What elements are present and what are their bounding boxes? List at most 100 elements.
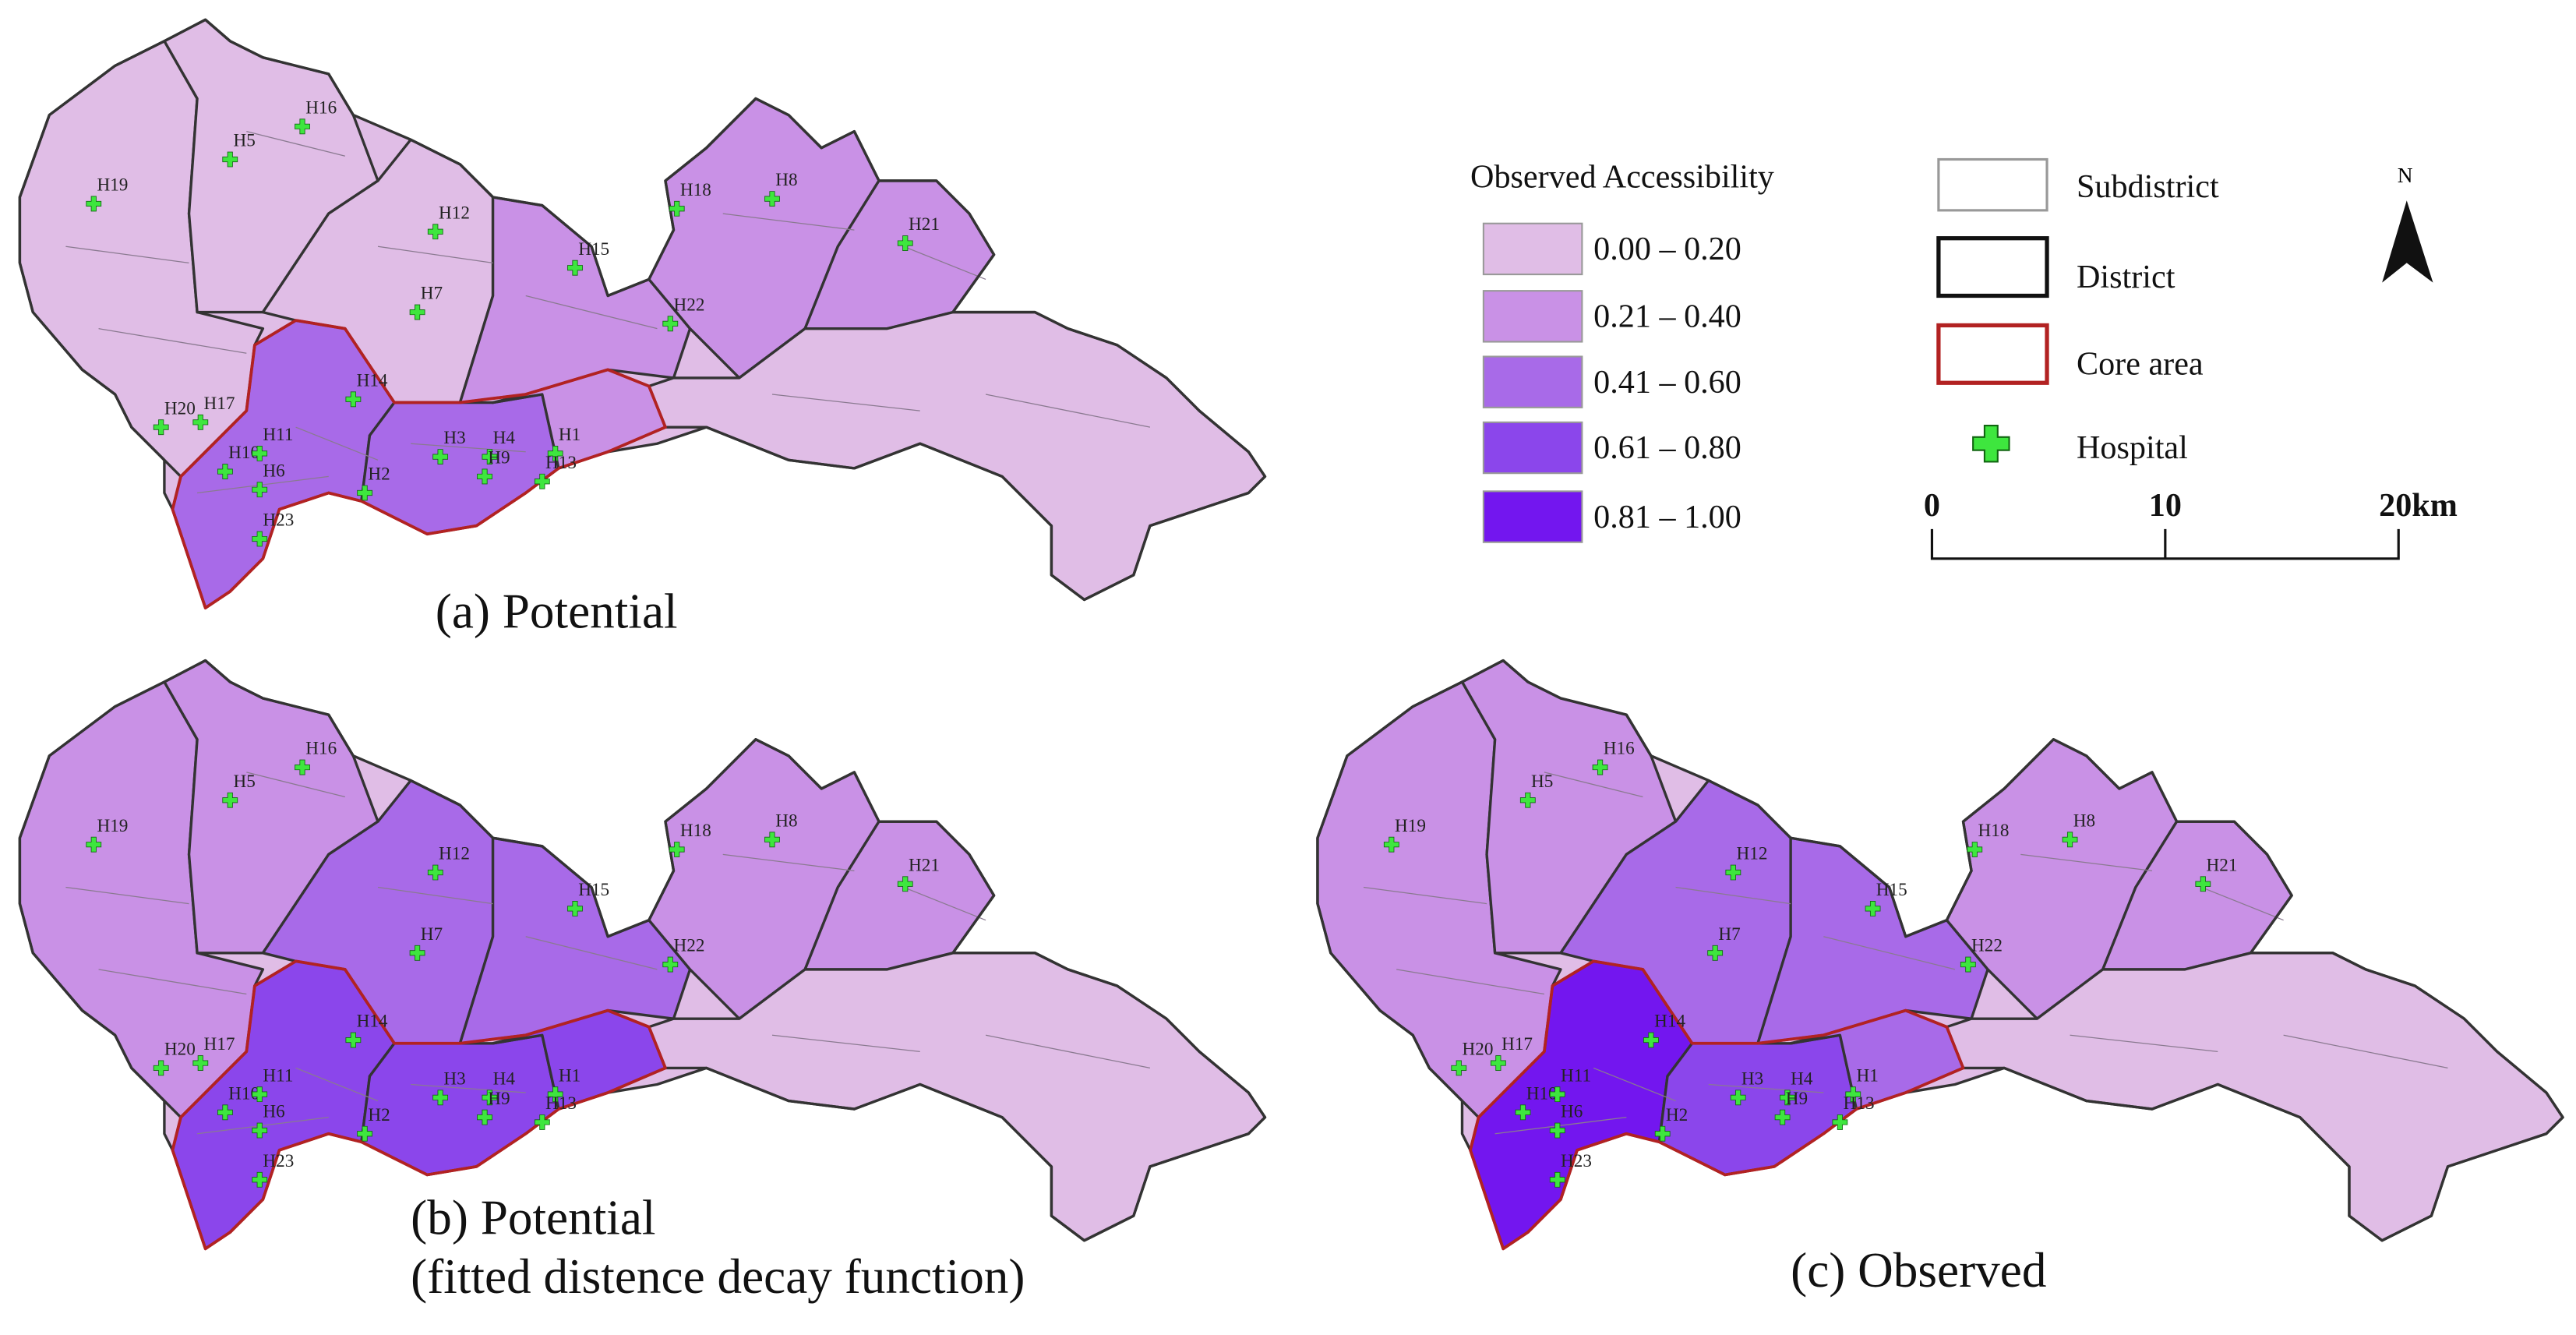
hospital-label: H21	[909, 214, 940, 235]
hospital-label: H23	[1561, 1151, 1592, 1171]
hospital-label: H18	[680, 180, 711, 200]
hospital	[547, 1086, 563, 1103]
hospital	[295, 759, 310, 775]
hospital	[897, 235, 913, 251]
hospital-label: H1	[559, 1065, 580, 1086]
hospital-label: H17	[204, 394, 235, 414]
hospital	[1654, 1125, 1671, 1142]
hospital	[192, 1055, 209, 1071]
hospital	[477, 1109, 492, 1125]
core-area	[171, 959, 667, 1251]
map-caption: (b) Potential	[411, 1190, 655, 1245]
core-swatch	[1936, 323, 2049, 385]
hospital-label: H22	[673, 936, 704, 956]
hospital	[345, 391, 362, 408]
core-area	[1469, 959, 1965, 1251]
hospital-label: H11	[263, 1065, 293, 1086]
hospital	[2195, 876, 2211, 892]
hospital-label: H12	[1737, 844, 1768, 864]
hospital-label: H11	[1561, 1065, 1591, 1086]
hospital	[357, 1125, 373, 1142]
district-swatch	[1936, 236, 2049, 298]
hospital	[1549, 1171, 1565, 1188]
hospital	[252, 445, 268, 461]
legend-swatch	[1482, 355, 1583, 408]
hospital-label: H3	[443, 428, 465, 448]
hospital	[482, 1090, 498, 1106]
hospital	[662, 956, 679, 973]
hospital-label: H5	[233, 131, 255, 151]
hospital	[153, 419, 169, 436]
hospital-label: H22	[1971, 936, 2003, 956]
district	[1657, 1033, 1858, 1177]
scale-label: 0	[1924, 487, 1940, 524]
hospital	[669, 842, 685, 857]
subdistrict-swatch	[1937, 157, 2048, 212]
hospital-label: H5	[233, 772, 255, 792]
hospital	[427, 864, 443, 881]
hospital	[1832, 1114, 1848, 1130]
hospital-label: H6	[263, 461, 284, 481]
hospital	[252, 1171, 268, 1188]
hospital	[345, 1032, 362, 1048]
hospital-label: H23	[263, 1151, 294, 1171]
hospital-label: H4	[1791, 1068, 1813, 1089]
hospital-label: H14	[1654, 1012, 1685, 1032]
hospital	[192, 414, 209, 430]
hospital-label: H17	[1501, 1034, 1533, 1054]
layer-label: Hospital	[2077, 429, 2188, 466]
north-arrow: N	[2382, 164, 2433, 283]
hospital-label: H21	[2207, 855, 2238, 875]
hospital	[567, 900, 583, 916]
hospital-label: H16	[1604, 739, 1635, 759]
hospital-label: H17	[204, 1034, 235, 1054]
hospital-label: H2	[1666, 1105, 1688, 1125]
hospital-label: H7	[421, 924, 443, 945]
map-caption: (c) Observed	[1791, 1243, 2046, 1298]
legend-label: 0.21 – 0.40	[1593, 298, 1741, 335]
hospital-label: H13	[545, 453, 577, 473]
hospital-label: H8	[2073, 811, 2095, 831]
hospital	[764, 191, 780, 207]
layer-label: District	[2077, 259, 2175, 295]
maps: H1 H2 H3 H4 H5 H6 H7 H8 H9 H1 0 H11 H12 H13 H14 H15 H16 H…	[18, 18, 2564, 1304]
hospital-label: H20	[164, 398, 196, 419]
hospital	[1774, 1109, 1791, 1125]
hospital	[357, 485, 373, 501]
map-caption: (fitted distence decay function)	[411, 1249, 1025, 1304]
map-caption: (a) Potential	[436, 584, 678, 638]
hospital	[295, 118, 310, 135]
hospital-label: H23	[263, 510, 294, 531]
hospital	[2062, 832, 2078, 848]
hospital	[153, 1060, 169, 1076]
hospital	[409, 304, 425, 320]
hospital-label: H9	[488, 448, 510, 468]
core-area	[171, 319, 667, 609]
hospital	[1967, 842, 1983, 857]
layer-label: Core area	[2077, 346, 2204, 383]
hospital-label: H20	[164, 1040, 196, 1060]
legend-swatch	[1482, 290, 1583, 343]
hospital-label: H22	[673, 295, 704, 315]
hospital	[1845, 1086, 1861, 1103]
hospital-label: H5	[1531, 772, 1553, 792]
hospital	[1383, 836, 1399, 853]
hospital-label: H12	[439, 844, 470, 864]
hospital-label: H11	[263, 425, 293, 445]
hospital-label: H12	[439, 203, 470, 223]
hospital	[86, 836, 102, 853]
scale-bar: 0 10 20km	[1924, 487, 2458, 560]
hospital	[252, 482, 268, 498]
hospital-label: H1	[1856, 1065, 1878, 1086]
hospital-label: H4	[493, 428, 516, 448]
legend-swatch	[1482, 421, 1583, 475]
hospital	[86, 196, 102, 212]
hospital	[567, 260, 583, 276]
subdistrict-lines	[65, 772, 1151, 1135]
hospital-label: H1	[559, 425, 580, 445]
hospital	[1549, 1122, 1565, 1139]
hospital-label: H21	[909, 855, 940, 875]
legend: 0.00 – 0.20 0.21 – 0.40 0.41 – 0.60 0.61 – …	[1482, 222, 1741, 543]
subdistrict-lines	[65, 131, 1151, 494]
subdistrict-lines	[1363, 772, 2448, 1135]
